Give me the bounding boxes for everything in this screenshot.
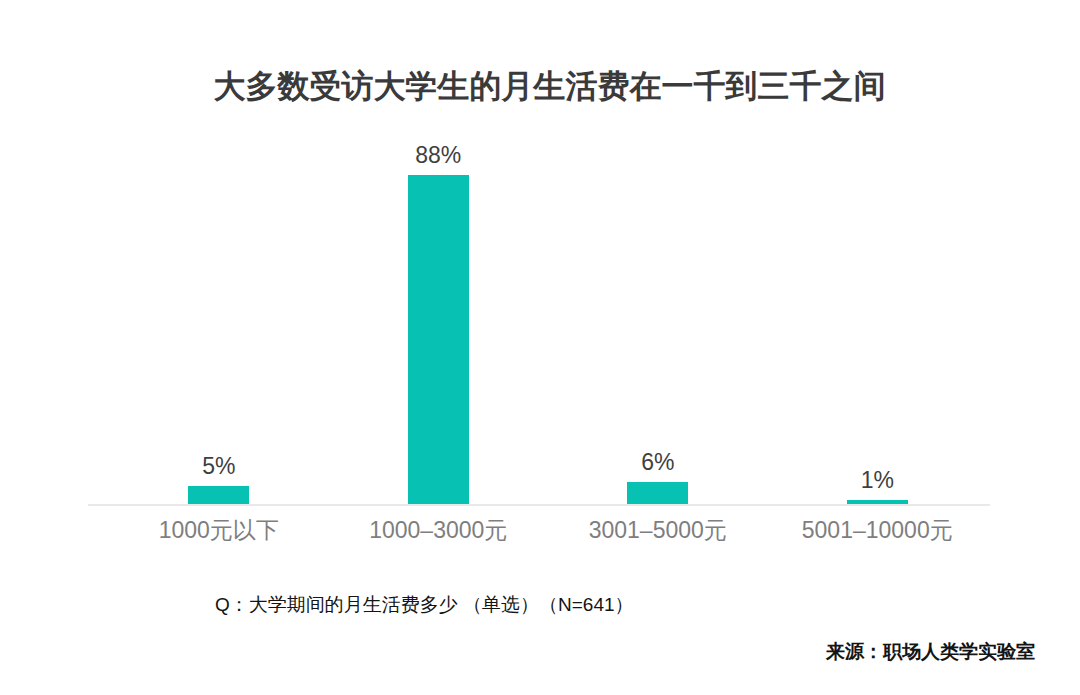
bar-column: 6% [548,140,768,505]
bar [188,486,249,505]
bar-column: 5% [109,140,329,505]
question-note: Q：大学期间的月生活费多少 （单选）（N=641） [215,592,634,618]
bars-area: 5% 88% 6% 1% [109,140,987,505]
category-label: 1000元以下 [109,517,329,545]
category-label: 1000–3000元 [329,517,549,545]
bar [627,482,688,505]
bar-value-label: 5% [202,455,235,478]
chart-figure: 大多数受访大学生的月生活费在一千到三千之间 5% 88% 6% 1% 1000元以下1… [0,0,1080,695]
category-label: 3001–5000元 [548,517,768,545]
bar-column: 88% [329,140,549,505]
bar-value-label: 6% [641,451,674,474]
bar [408,175,469,505]
x-axis-line [88,504,990,506]
bar-value-label: 88% [415,144,461,167]
source-credit: 来源：职场人类学实验室 [826,639,1035,665]
category-label: 5001–10000元 [768,517,988,545]
category-labels-row: 1000元以下1000–3000元3001–5000元5001–10000元 [109,517,987,545]
bar-value-label: 1% [861,469,894,492]
bar-column: 1% [768,140,988,505]
bar-chart-plot: 5%88%6%1% 1000元以下1000–3000元3001–5000元500… [88,140,990,505]
chart-title: 大多数受访大学生的月生活费在一千到三千之间 [19,69,1080,104]
